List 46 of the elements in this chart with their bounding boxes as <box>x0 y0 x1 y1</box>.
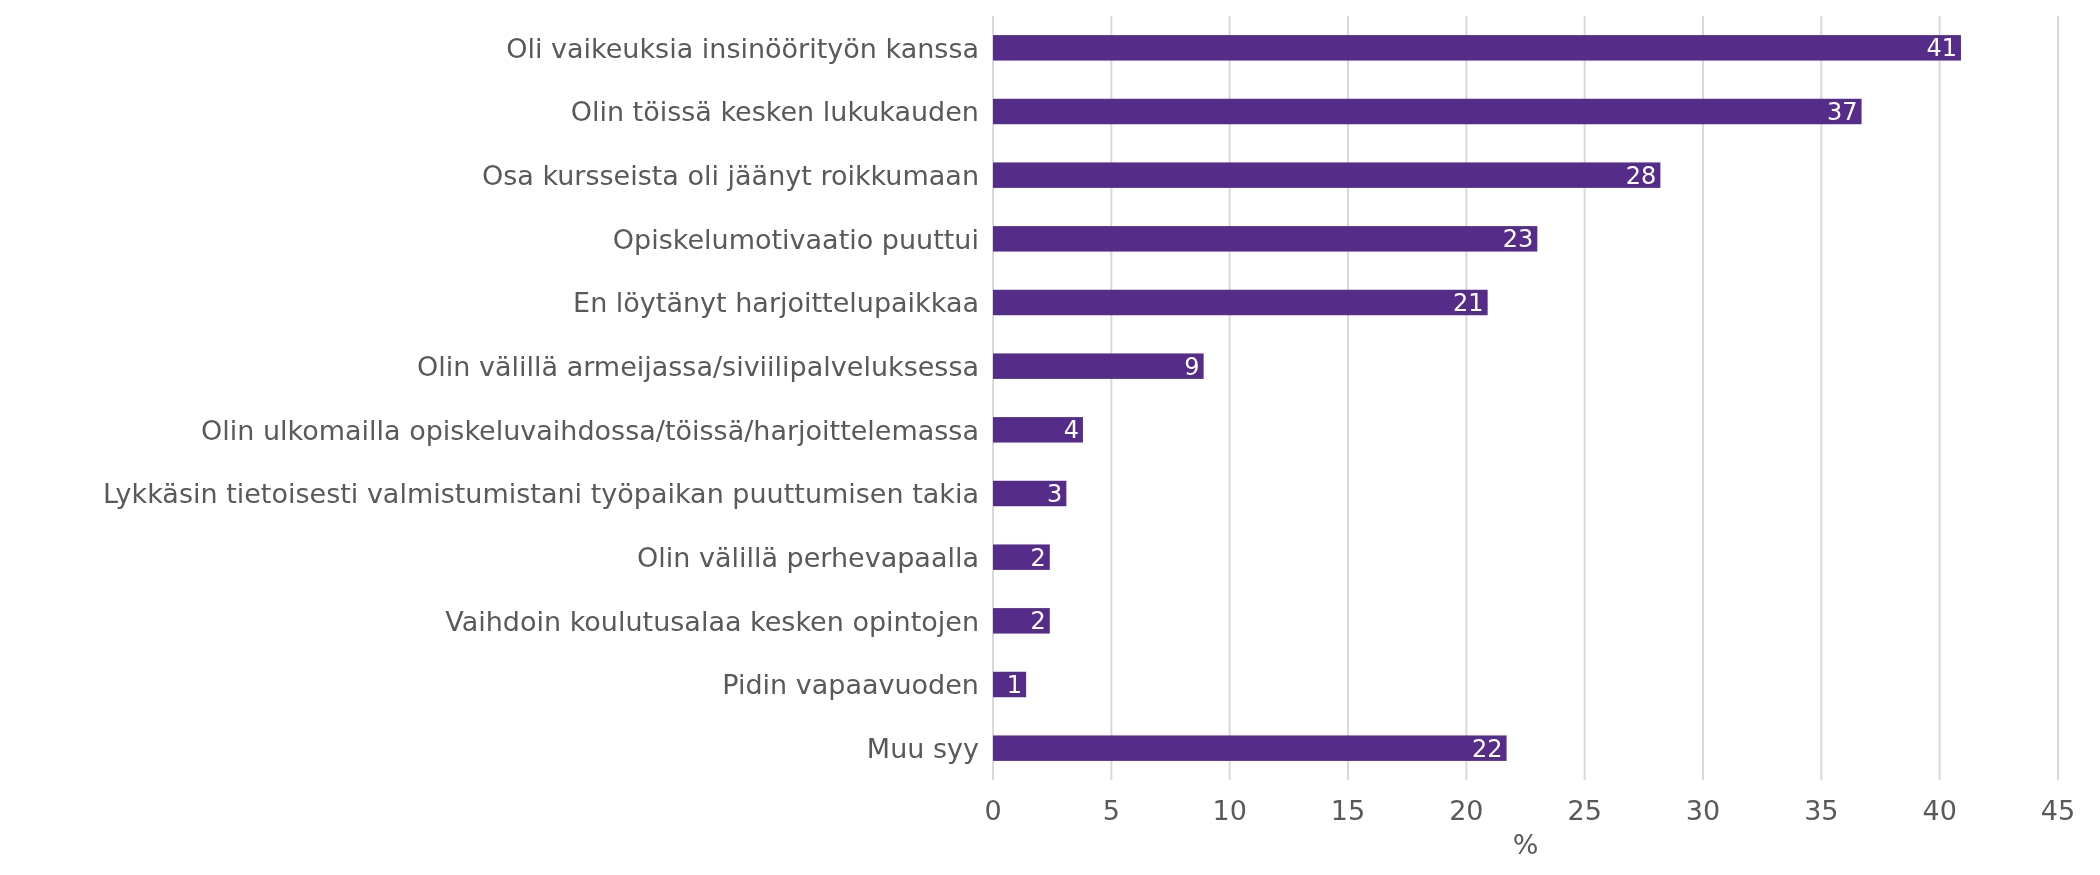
data-label: 23 <box>1502 225 1534 254</box>
x-tick-label: 20 <box>1449 795 1484 826</box>
data-label: 21 <box>1453 289 1484 318</box>
bar <box>993 162 1661 188</box>
y-tick-label: Olin välillä perhevapaalla <box>636 541 979 573</box>
x-tick-label: 25 <box>1567 795 1602 826</box>
bar <box>993 353 1204 379</box>
bar <box>993 608 1050 634</box>
data-label: 2 <box>1030 607 1046 636</box>
bar <box>993 735 1507 761</box>
bar <box>993 226 1538 252</box>
y-tick-label: Oli vaikeuksia insinöörityön kanssa <box>506 32 979 64</box>
y-tick-label: Pidin vapaavuoden <box>722 669 979 701</box>
bar <box>993 544 1050 570</box>
y-tick-label: Opiskelumotivaatio puuttui <box>612 223 979 255</box>
data-label: 1 <box>1006 671 1023 700</box>
y-tick-label: Muu syy <box>866 732 980 764</box>
y-tick-label: En löytänyt harjoittelupaikkaa <box>573 287 979 319</box>
data-label: 37 <box>1827 98 1858 127</box>
data-label: 9 <box>1184 352 1200 381</box>
y-tick-label: Olin välillä armeijassa/siviilipalveluksessa <box>417 350 979 382</box>
x-tick-label: 15 <box>1330 795 1366 826</box>
x-tick-label: 30 <box>1685 795 1721 826</box>
bar <box>993 289 1488 316</box>
x-tick-label: 0 <box>984 795 1002 826</box>
x-tick-label: 5 <box>1102 795 1120 826</box>
data-label: 22 <box>1472 734 1503 763</box>
bar <box>993 480 1067 507</box>
x-tick-label: 35 <box>1804 795 1839 826</box>
y-tick-label: Vaihdoin koulutusalaa kesken opintojen <box>445 605 979 637</box>
data-label: 28 <box>1625 161 1657 190</box>
bar <box>993 35 1961 61</box>
data-label: 4 <box>1063 416 1079 445</box>
y-tick-label: Lykkäsin tietoisesti valmistumistani työpaikan puuttumisen takia <box>103 478 979 510</box>
x-axis-title: % <box>1512 829 1539 860</box>
data-label: 2 <box>1030 543 1046 572</box>
bar <box>993 98 1862 125</box>
y-tick-label: Osa kursseista oli jäänyt roikkumaan <box>481 159 979 191</box>
x-tick-label: 40 <box>1922 795 1957 826</box>
bar <box>993 417 1083 443</box>
x-tick-label: 45 <box>2040 795 2076 826</box>
data-label: 41 <box>1926 34 1957 63</box>
y-tick-label: Olin ulkomailla opiskeluvaihdossa/töissä/harjoittelemassa <box>200 414 979 446</box>
x-tick-label: 10 <box>1212 795 1247 826</box>
data-label: 3 <box>1047 480 1063 509</box>
y-tick-label: Olin töissä kesken lukukauden <box>570 96 979 128</box>
